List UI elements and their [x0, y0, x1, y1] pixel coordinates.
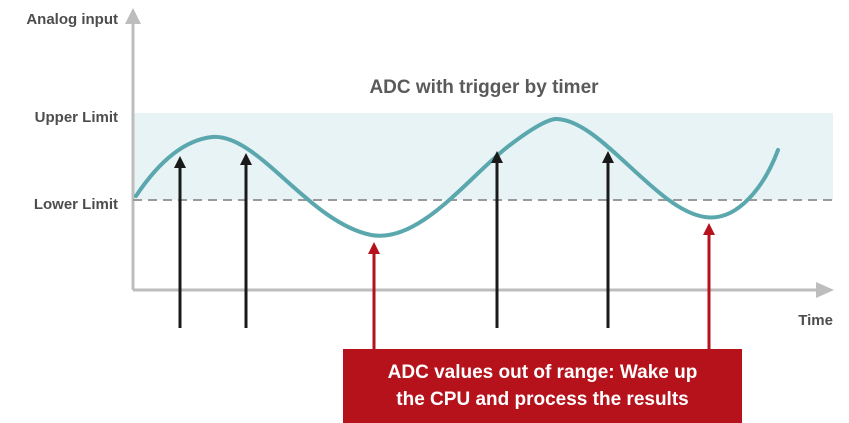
- upper-limit-label: Upper Limit: [35, 109, 118, 126]
- callout-line-1: ADC values out of range: Wake up: [387, 362, 698, 383]
- y-axis-label: Analog input: [26, 11, 118, 28]
- x-axis-label: Time: [798, 312, 833, 329]
- callout-line-2: the CPU and process the results: [396, 389, 689, 410]
- lower-limit-label: Lower Limit: [34, 196, 118, 213]
- out-of-range-callout: ADC values out of range: Wake up the CPU…: [343, 349, 742, 423]
- x-axis-arrowhead: [816, 282, 834, 298]
- y-axis-arrowhead: [125, 8, 141, 24]
- diagram-title: ADC with trigger by timer: [369, 77, 599, 98]
- in-range-band: [133, 113, 833, 200]
